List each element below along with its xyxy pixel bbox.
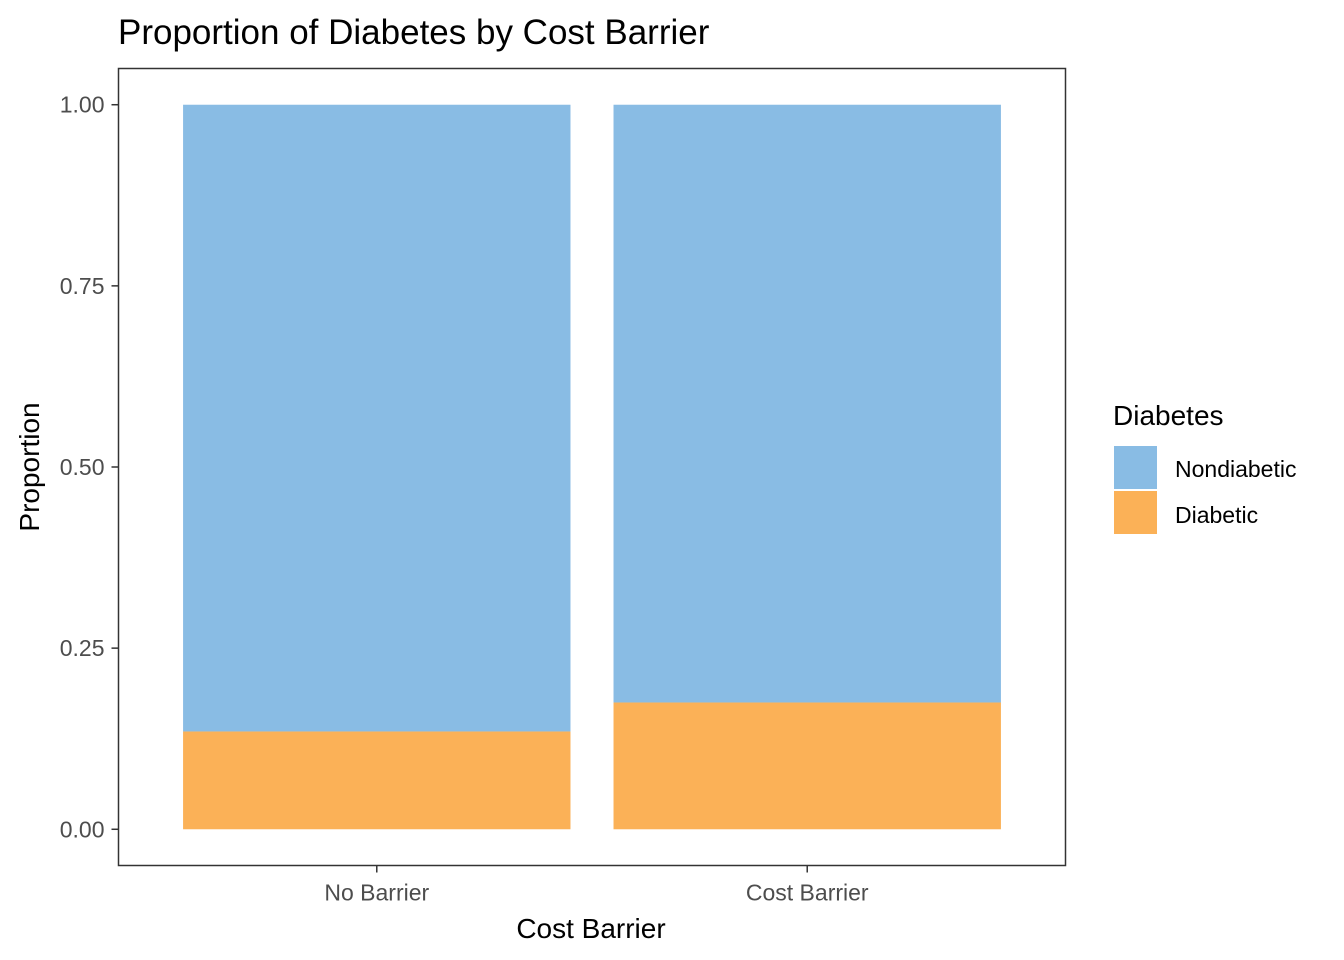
legend-label-nondiabetic: Nondiabetic: [1175, 456, 1296, 482]
bar-cost-barrier-nondiabetic: [613, 104, 1001, 703]
y-tick-label-0: 0.00: [60, 816, 105, 842]
x-tick-label-no-barrier: No Barrier: [324, 880, 429, 906]
y-tick-label-3: 0.75: [60, 273, 105, 299]
y-tick-label-2: 0.50: [60, 454, 105, 480]
y-axis-title: Proportion: [14, 402, 45, 531]
bar-cost-barrier-diabetic: [613, 702, 1001, 830]
x-tick-label-cost-barrier: Cost Barrier: [746, 880, 869, 906]
y-tick-label-1: 0.25: [60, 635, 105, 661]
legend-title: Diabetes: [1113, 400, 1224, 431]
y-axis: 0.00 0.25 0.50 0.75 1.00: [60, 92, 119, 842]
chart-title: Proportion of Diabetes by Cost Barrier: [118, 13, 710, 52]
bars-group: [183, 104, 1001, 830]
legend-key-nondiabetic: [1114, 446, 1157, 489]
bar-no-barrier-nondiabetic: [183, 104, 571, 732]
y-tick-label-4: 1.00: [60, 92, 105, 118]
bar-no-barrier-diabetic: [183, 731, 571, 830]
x-axis: No Barrier Cost Barrier: [324, 865, 869, 906]
legend: Diabetes Nondiabetic Diabetic: [1113, 400, 1296, 534]
legend-label-diabetic: Diabetic: [1175, 502, 1258, 528]
x-axis-title: Cost Barrier: [516, 913, 665, 944]
legend-key-diabetic: [1114, 491, 1157, 534]
